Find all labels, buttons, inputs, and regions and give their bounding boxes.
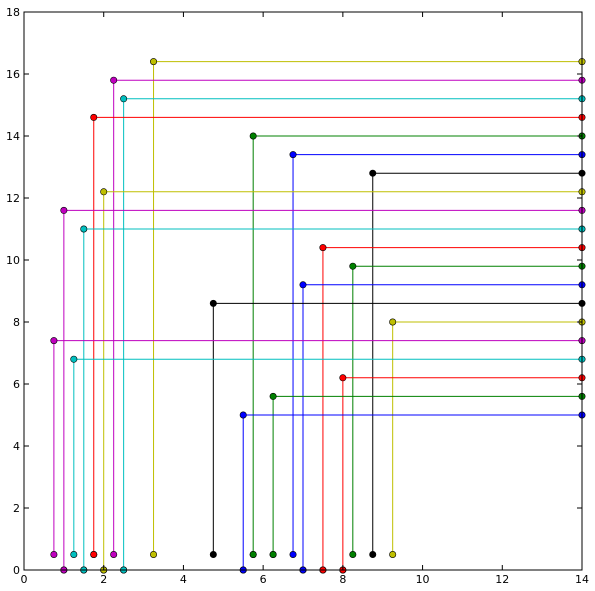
series-3-point-2 [120,95,128,103]
x-tick-label: 0 [21,573,28,586]
series-18-point-2 [339,374,347,382]
baseline-marker-7-1 [90,550,98,558]
baseline-marker-6-2 [269,550,277,558]
x-axis: 0 2 4 6 8 10 12 14 [21,12,589,586]
y-axis: 0 2 4 6 8 10 12 14 16 18 [6,6,582,577]
y-tick-label: 12 [6,192,20,205]
y-tick-label: 0 [13,564,20,577]
y-tick-label: 10 [6,254,20,267]
x-tick-label: 10 [416,573,430,586]
x-tick-label: 14 [575,573,589,586]
series-1-point-1 [150,550,158,558]
plot-frame [23,11,583,571]
series-14-point-2 [209,299,217,307]
series-2-point-1 [110,550,118,558]
y-tick-label: 16 [6,68,20,81]
y-tick-label: 6 [13,378,20,391]
series-11-point-2 [319,244,327,252]
y-tick-label: 8 [13,316,20,329]
series-6-point-1 [289,550,297,558]
series-6-point-2 [289,151,297,159]
series-10-point-2 [80,225,88,233]
y-tick-label: 14 [6,130,20,143]
series-8-point-2 [100,188,108,196]
series-15-point-1 [389,550,397,558]
series-5-point-2 [249,132,257,140]
x-tick-label: 6 [260,573,267,586]
baseline-marker-6-1 [249,550,257,558]
series-13-point-2 [299,281,307,289]
series-19-point-2 [269,392,277,400]
series-7-point-1 [369,550,377,558]
x-tick-label: 2 [100,573,107,586]
series-16-point-1 [50,550,58,558]
series-17-point-1 [70,550,78,558]
series-4-point-2 [90,113,98,121]
x-tick-label: 4 [180,573,187,586]
series-14-point-1 [209,550,217,558]
y-tick-label: 4 [13,440,20,453]
series-20-point-2 [239,411,247,419]
series-15-point-2 [389,318,397,326]
series-9-point-2 [60,206,68,214]
series-12-point-2 [349,262,357,270]
x-tick-label: 8 [339,573,346,586]
x-tick-label: 12 [495,573,509,586]
series-2-point-2 [110,76,118,84]
series-16-point-2 [50,337,58,345]
y-tick-label: 2 [13,502,20,515]
series-1-point-2 [150,58,158,66]
series-12-point-1 [349,550,357,558]
series-17-point-2 [70,355,78,363]
series-7-point-2 [369,169,377,177]
y-tick-label: 18 [6,6,20,19]
